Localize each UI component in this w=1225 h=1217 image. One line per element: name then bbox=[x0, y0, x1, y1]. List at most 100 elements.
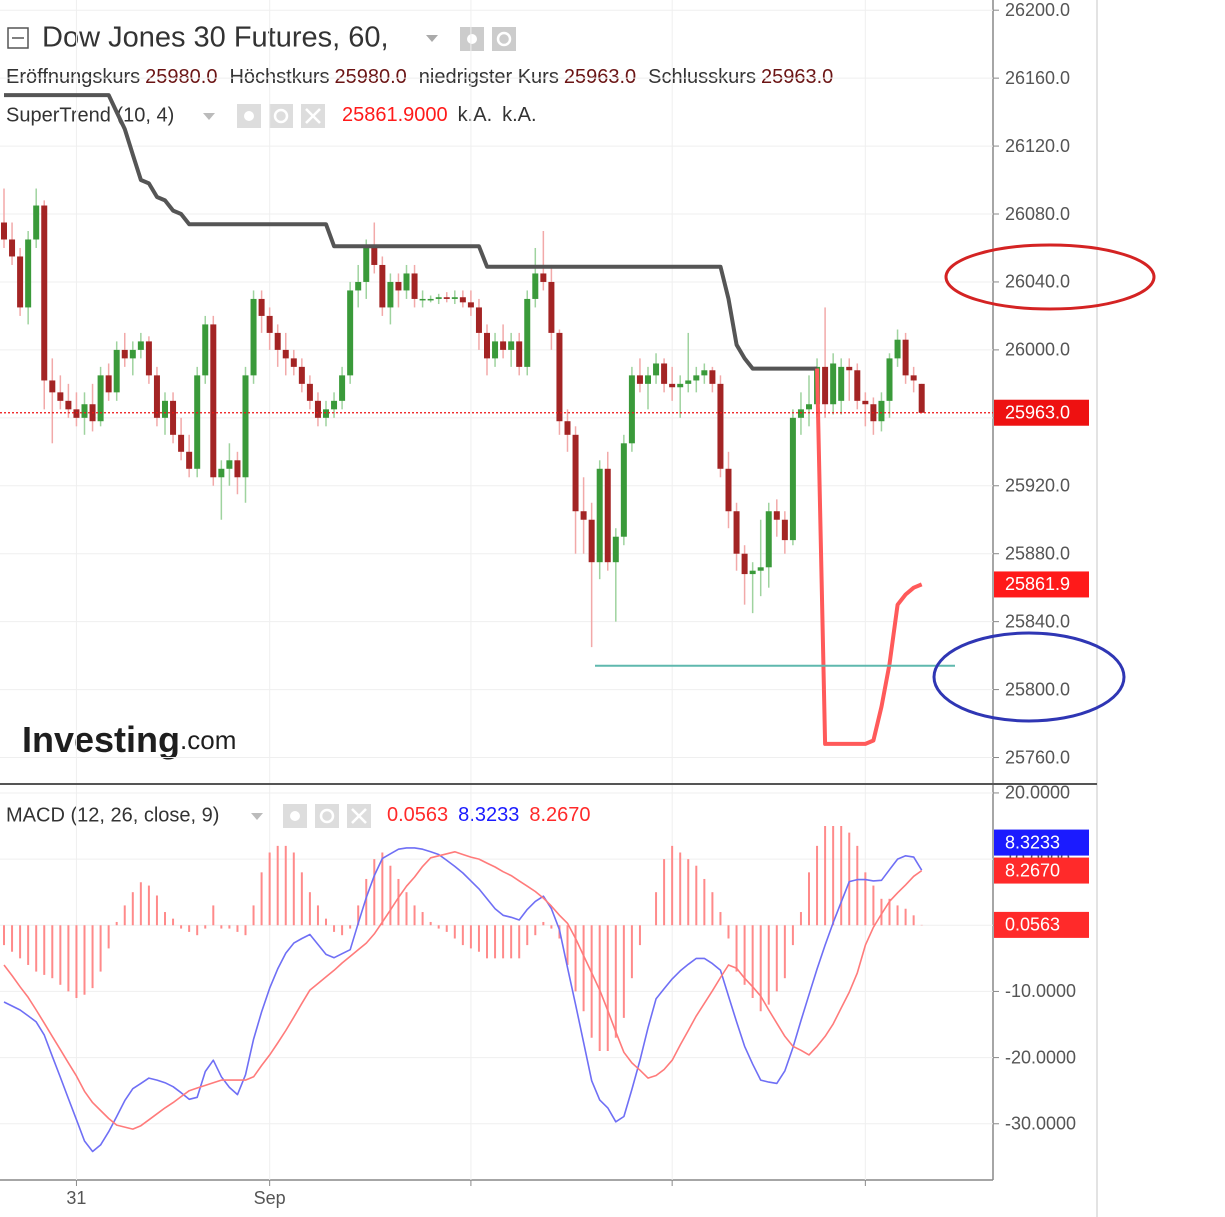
dropdown-arrow[interactable] bbox=[426, 35, 438, 42]
indicator-name: SuperTrend (10, 4) bbox=[6, 104, 174, 126]
candle-body bbox=[250, 298, 257, 376]
candle-body bbox=[757, 567, 764, 571]
candle-body bbox=[459, 297, 466, 303]
candle-body bbox=[411, 273, 418, 299]
candle-body bbox=[484, 332, 490, 359]
candle-body bbox=[17, 256, 24, 308]
candle-body bbox=[612, 536, 619, 563]
y-tick-label: 26080.0 bbox=[1005, 204, 1070, 224]
settings-icon[interactable] bbox=[492, 27, 516, 51]
legend-value: 25980.0 bbox=[145, 66, 217, 88]
candle-body bbox=[41, 205, 48, 381]
candle-body bbox=[564, 421, 571, 435]
settings-icon-gear bbox=[273, 108, 289, 124]
candle-body bbox=[475, 307, 482, 333]
candle-body bbox=[508, 341, 515, 350]
candle-body bbox=[677, 383, 684, 388]
candle-body bbox=[266, 315, 273, 333]
candle-body bbox=[765, 511, 772, 568]
macd-title: MACD (12, 26, close, 9) bbox=[6, 804, 219, 826]
candle-body bbox=[741, 553, 748, 575]
candle-body bbox=[902, 339, 909, 376]
candle-body bbox=[725, 468, 732, 512]
candle-body bbox=[830, 363, 837, 405]
candle-body bbox=[443, 297, 450, 299]
indicator-value: 25861.9000 bbox=[342, 104, 448, 126]
indicator-value: k.A. bbox=[502, 104, 536, 126]
y-tick-label: 25920.0 bbox=[1005, 476, 1070, 496]
candle-body bbox=[781, 519, 788, 541]
legend-label: Schlusskurs bbox=[648, 66, 756, 88]
candle-body bbox=[451, 297, 458, 299]
candle-body bbox=[194, 375, 201, 469]
price-tag bbox=[994, 399, 1089, 426]
candle-body bbox=[806, 404, 812, 410]
candle-body bbox=[371, 247, 378, 265]
y-tick-label: -20.0000 bbox=[1005, 1047, 1076, 1067]
candle-body bbox=[290, 358, 297, 367]
candle-body bbox=[492, 341, 499, 359]
settings-icon[interactable] bbox=[269, 104, 293, 128]
candle-body bbox=[306, 383, 313, 401]
candle-body bbox=[387, 281, 394, 308]
macd-value: 8.3233 bbox=[458, 804, 519, 826]
y-tick-label: 26200.0 bbox=[1005, 0, 1070, 20]
candle-body bbox=[395, 281, 402, 291]
candle-body bbox=[822, 366, 829, 405]
collapse-icon[interactable] bbox=[7, 27, 29, 49]
candle-body bbox=[636, 375, 643, 384]
candle-body bbox=[524, 298, 531, 367]
macd-value: 0.0563 bbox=[387, 804, 448, 826]
logo-main: Investing bbox=[22, 719, 180, 760]
candle-body bbox=[653, 363, 660, 376]
candle-body bbox=[323, 409, 329, 418]
candle-body bbox=[226, 460, 233, 469]
candle-body bbox=[854, 370, 861, 401]
candle-body bbox=[137, 341, 144, 350]
candle-body bbox=[57, 392, 64, 401]
dropdown-arrow[interactable] bbox=[203, 113, 215, 120]
macd-line bbox=[3, 851, 923, 1130]
candle-body bbox=[121, 349, 128, 359]
annotation-ellipse bbox=[932, 631, 1126, 723]
remove-icon-cross bbox=[305, 108, 321, 124]
price-tag bbox=[994, 911, 1089, 938]
candle-body bbox=[580, 511, 587, 520]
candle-body bbox=[186, 451, 193, 469]
candle-body bbox=[894, 339, 901, 359]
candle-body bbox=[105, 375, 112, 393]
candle-body bbox=[467, 302, 474, 308]
candle-body bbox=[170, 400, 177, 435]
dropdown-arrow[interactable] bbox=[251, 813, 263, 820]
macd-value: 8.2670 bbox=[529, 804, 590, 826]
candle-body bbox=[218, 468, 225, 478]
ohlc-legend: Eröffnungskurs 25980.0 Höchstkurs 25980.0 ni… bbox=[6, 66, 833, 88]
candle-body bbox=[701, 370, 708, 376]
legend-value: 25963.0 bbox=[564, 66, 636, 88]
legend-label: Höchstkurs bbox=[229, 66, 329, 88]
candle-body bbox=[97, 375, 104, 422]
candle-body bbox=[910, 375, 917, 381]
settings-icon[interactable] bbox=[315, 804, 339, 828]
candle-body bbox=[379, 264, 386, 308]
candle-body bbox=[773, 511, 780, 520]
candle-body bbox=[403, 273, 410, 291]
candle-body bbox=[709, 370, 716, 384]
candle-body bbox=[65, 400, 72, 410]
candle-body bbox=[331, 400, 338, 410]
candle-body bbox=[25, 239, 32, 308]
candle-body bbox=[717, 383, 724, 469]
remove-icon-cross bbox=[351, 808, 367, 824]
indicator-value: k.A. bbox=[458, 104, 492, 126]
candle-body bbox=[162, 400, 168, 418]
candle-body bbox=[339, 375, 346, 401]
indicator-values: 25861.9000 k.A. k.A. bbox=[342, 104, 537, 126]
annotation-ellipse bbox=[944, 243, 1156, 311]
visibility-icon-eye bbox=[290, 811, 300, 821]
y-tick-label: -30.0000 bbox=[1005, 1114, 1076, 1134]
y-tick-label: 25760.0 bbox=[1005, 747, 1070, 767]
price-tag-label: 25963.0 bbox=[1005, 402, 1070, 422]
candle-body bbox=[419, 298, 426, 301]
